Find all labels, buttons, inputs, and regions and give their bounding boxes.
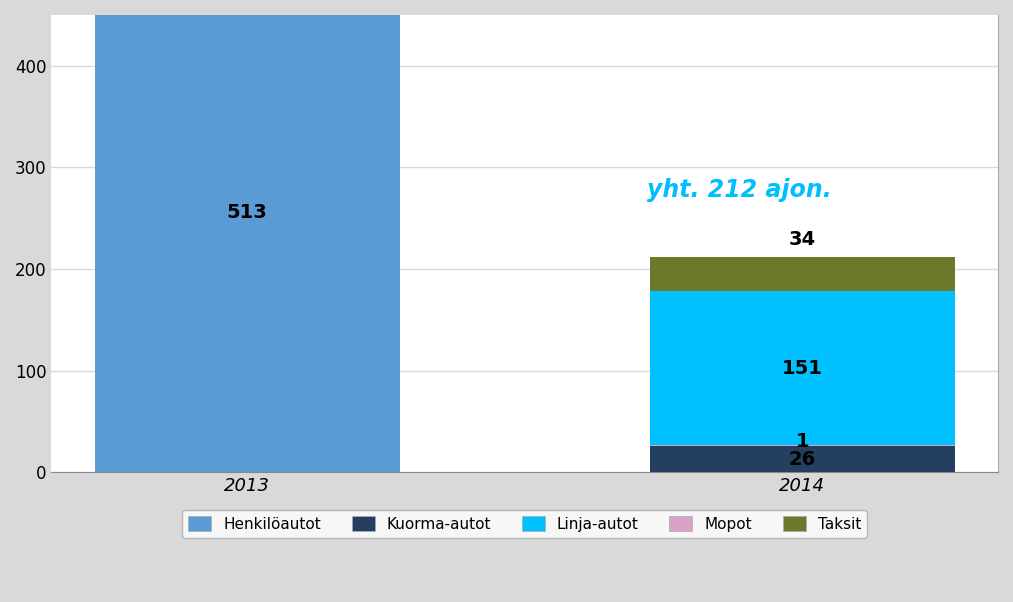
Text: 34: 34 — [789, 230, 815, 249]
Bar — [649, 291, 955, 445]
Text: 26: 26 — [789, 450, 815, 468]
Text: 513: 513 — [227, 203, 267, 222]
Text: yht. 212 ajon.: yht. 212 ajon. — [647, 178, 832, 202]
Bar — [94, 0, 400, 473]
Text: 1: 1 — [795, 432, 809, 452]
Bar — [649, 257, 955, 291]
Bar — [649, 445, 955, 446]
Text: 151: 151 — [782, 359, 823, 377]
Bar — [649, 446, 955, 473]
Legend: Henkilöautot, Kuorma-autot, Linja-autot, Mopot, Taksit: Henkilöautot, Kuorma-autot, Linja-autot,… — [182, 510, 867, 538]
